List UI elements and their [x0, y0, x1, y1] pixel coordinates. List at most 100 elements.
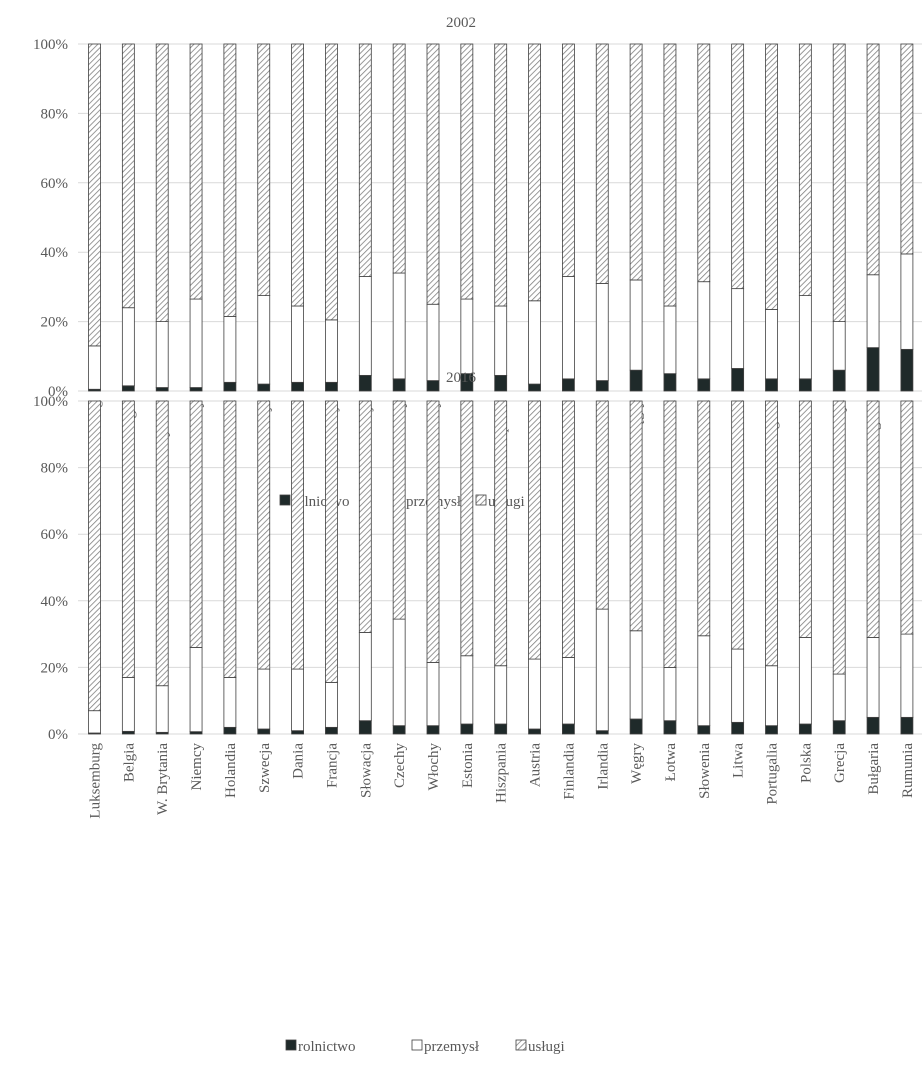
bar-rolnictwo-holandia	[223, 381, 237, 392]
bar-przemysl-finlandia	[562, 657, 575, 725]
y-tick-label: 40%	[41, 245, 69, 261]
y-tick-label: 20%	[41, 315, 69, 331]
bar-przemysl-polska	[798, 295, 812, 380]
bar-rolnictwo-irlandia	[595, 730, 609, 735]
bar-przemysl-portugalia	[765, 665, 778, 727]
bar-rolnictwo-portugalia	[765, 378, 778, 392]
bar-przemysl-lotwa	[663, 305, 677, 375]
bar-uslugi-slowenia	[697, 400, 711, 637]
bar-przemysl-estonia	[460, 655, 474, 725]
x-tick-label: Łotwa	[663, 743, 679, 782]
bar-przemysl-luksemburg	[88, 345, 101, 390]
bar-rolnictwo-bulgaria	[866, 716, 880, 735]
bar-rolnictwo-hiszpania	[494, 723, 508, 735]
bar-uslugi-szwecja	[257, 400, 271, 670]
bar-uslugi-slowacja	[358, 400, 372, 633]
x-tick-label: Rumunia	[900, 743, 916, 798]
bar-przemysl-belgia	[121, 307, 135, 387]
bar-przemysl-polska	[798, 637, 812, 725]
bar-rolnictwo-wlochy	[426, 380, 440, 392]
x-tick-label: Belgia	[121, 743, 137, 782]
bar-rolnictwo-rumunia	[900, 716, 914, 735]
legend-swatch-rolnictwo	[279, 494, 291, 506]
bar-uslugi-hiszpania	[494, 400, 508, 667]
bar-rolnictwo-irlandia	[595, 380, 609, 392]
bar-przemysl-w-brytania	[155, 321, 169, 388]
bar-uslugi-estonia	[460, 43, 474, 300]
bar-uslugi-w-brytania	[155, 400, 169, 687]
x-tick-label: Irlandia	[595, 743, 611, 790]
bar-rolnictwo-litwa	[731, 721, 745, 735]
bar-przemysl-litwa	[731, 648, 745, 723]
bar-rolnictwo-rumunia	[900, 348, 914, 392]
bar-przemysl-irlandia	[595, 608, 609, 732]
legend-swatch-rolnictwo	[285, 1039, 297, 1051]
x-tick-label: Włochy	[426, 743, 442, 791]
bar-uslugi-hiszpania	[494, 43, 508, 307]
bar-przemysl-portugalia	[765, 309, 778, 380]
bar-rolnictwo-lotwa	[663, 720, 677, 735]
bar-rolnictwo-dania	[291, 381, 305, 392]
bar-uslugi-niemcy	[189, 43, 203, 300]
legend-swatch-uslugi	[515, 1039, 527, 1051]
x-tick-label: Węgry	[629, 743, 645, 784]
bar-przemysl-luksemburg	[88, 710, 101, 734]
chart-title: 2016	[446, 370, 477, 386]
bar-uslugi-czechy	[392, 43, 406, 274]
bar-przemysl-belgia	[121, 676, 135, 732]
bar-przemysl-dania	[291, 668, 305, 732]
legend-label-przemysl: przemysł	[424, 1039, 480, 1055]
bar-przemysl-lotwa	[663, 667, 677, 722]
bar-przemysl-holandia	[223, 315, 237, 383]
bar-przemysl-dania	[291, 305, 305, 383]
y-tick-label: 80%	[41, 106, 69, 122]
bar-rolnictwo-bulgaria	[866, 347, 880, 392]
bar-uslugi-slowacja	[358, 43, 372, 277]
bar-przemysl-grecja	[832, 673, 846, 722]
bar-rolnictwo-czechy	[392, 725, 406, 735]
bar-rolnictwo-niemcy	[189, 387, 203, 392]
legend-swatch-przemysl	[411, 1039, 423, 1051]
bar-przemysl-finlandia	[562, 276, 575, 380]
bar-uslugi-litwa	[731, 400, 745, 650]
x-tick-label: Szwecja	[257, 743, 273, 793]
x-tick-label: Słowacja	[358, 743, 374, 798]
bar-rolnictwo-lotwa	[663, 373, 677, 392]
bar-uslugi-luksemburg	[88, 43, 101, 347]
bar-przemysl-czechy	[392, 618, 406, 727]
bar-przemysl-slowenia	[697, 281, 711, 380]
bar-uslugi-belgia	[121, 43, 135, 309]
bar-przemysl-slowacja	[358, 276, 372, 376]
bar-rolnictwo-szwecja	[257, 383, 271, 392]
bar-przemysl-hiszpania	[494, 665, 508, 725]
x-tick-label: Finlandia	[561, 743, 577, 800]
bar-uslugi-luksemburg	[88, 400, 101, 712]
bar-uslugi-niemcy	[189, 400, 203, 648]
bar-przemysl-holandia	[223, 676, 237, 728]
bar-rolnictwo-grecja	[832, 720, 846, 735]
bar-uslugi-holandia	[223, 43, 237, 317]
bar-przemysl-wlochy	[426, 662, 440, 727]
bar-uslugi-grecja	[832, 400, 846, 675]
bar-uslugi-finlandia	[562, 400, 575, 658]
x-tick-label: Niemcy	[189, 743, 205, 791]
x-tick-label: Grecja	[832, 743, 848, 783]
bar-uslugi-bulgaria	[866, 43, 880, 276]
bar-rolnictwo-austria	[528, 728, 541, 735]
x-tick-label: Litwa	[731, 743, 747, 778]
bar-rolnictwo-belgia	[121, 385, 135, 392]
bar-uslugi-wegry	[629, 43, 643, 281]
y-tick-label: 0%	[48, 727, 68, 743]
bar-uslugi-rumunia	[900, 43, 914, 255]
bar-uslugi-dania	[291, 400, 305, 670]
chart-2016: 2016 0% 20% 40% 60% 80% 100% Luksemburg Belgia W.…	[33, 370, 922, 1055]
bar-przemysl-bulgaria	[866, 637, 880, 718]
bar-uslugi-bulgaria	[866, 400, 880, 638]
bar-rolnictwo-estonia	[460, 723, 474, 735]
bar-przemysl-bulgaria	[866, 274, 880, 349]
bar-rolnictwo-finlandia	[562, 723, 575, 735]
chart-title: 2002	[446, 15, 476, 31]
bar-rolnictwo-slowacja	[358, 374, 372, 392]
bar-rolnictwo-polska	[798, 723, 812, 735]
